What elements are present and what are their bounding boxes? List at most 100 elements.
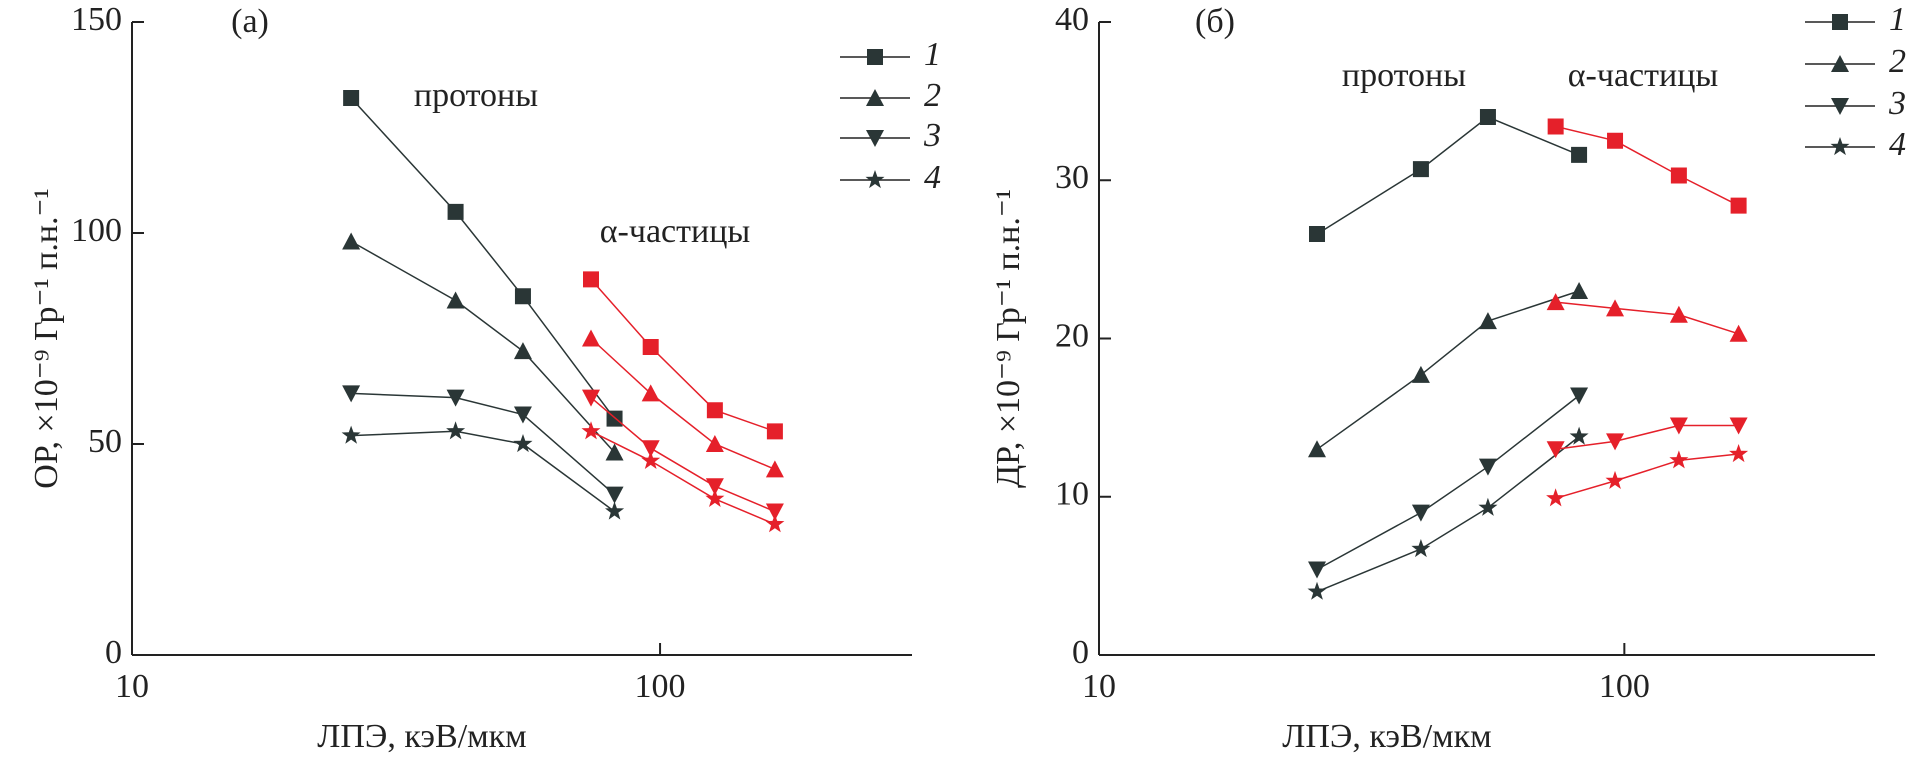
series-line xyxy=(1316,116,1580,235)
data-point xyxy=(1570,387,1589,405)
data-point xyxy=(1546,488,1566,507)
data-point xyxy=(1307,581,1327,600)
x-tick-label: 100 xyxy=(1599,668,1650,705)
data-point xyxy=(1309,226,1326,243)
series-line xyxy=(590,397,776,513)
data-point xyxy=(342,232,361,250)
series-line xyxy=(1555,453,1739,500)
data-point xyxy=(1570,282,1589,300)
x-tick-label: 10 xyxy=(115,668,149,705)
series-line xyxy=(350,240,616,453)
data-point xyxy=(1669,450,1689,469)
x-tick-label: 10 xyxy=(1082,668,1116,705)
data-point xyxy=(446,421,466,440)
legend-marker xyxy=(867,49,883,65)
data-point xyxy=(705,435,724,452)
y-tick-label: 20 xyxy=(1055,317,1089,354)
data-point xyxy=(765,514,785,533)
series-line xyxy=(590,337,776,470)
data-point xyxy=(1730,197,1747,214)
data-point xyxy=(513,342,532,360)
data-point xyxy=(641,440,660,458)
data-point xyxy=(1607,132,1624,149)
series-line xyxy=(1555,301,1739,335)
data-point xyxy=(1478,497,1498,516)
data-point xyxy=(705,488,725,507)
data-point xyxy=(513,434,533,453)
data-point xyxy=(446,389,465,407)
y-tick-label: 100 xyxy=(71,212,122,249)
data-point xyxy=(1569,426,1589,445)
y-tick-label: 50 xyxy=(88,423,122,460)
y-tick-label: 40 xyxy=(1055,1,1089,38)
group-label: протоны xyxy=(1342,57,1466,94)
data-point xyxy=(513,406,532,424)
legend-label: 3 xyxy=(1888,85,1906,122)
data-point xyxy=(446,291,465,309)
data-point xyxy=(1547,118,1564,135)
y-axis-label: ДР, ×10⁻⁹ Гр⁻¹ п.н.⁻¹ xyxy=(990,189,1027,488)
y-tick-label: 10 xyxy=(1055,476,1089,513)
data-point xyxy=(1479,108,1496,125)
legend-marker xyxy=(866,89,884,106)
data-point xyxy=(1308,440,1327,458)
series-line xyxy=(590,430,776,525)
series-line xyxy=(1316,290,1580,450)
legend-label: 1 xyxy=(924,36,941,73)
data-point xyxy=(765,503,784,521)
data-point xyxy=(766,423,783,440)
data-point xyxy=(514,288,531,305)
data-point xyxy=(642,338,659,355)
data-point xyxy=(1412,161,1429,178)
legend-marker xyxy=(1831,98,1849,115)
data-point xyxy=(641,450,661,469)
legend-label: 3 xyxy=(923,117,941,154)
y-tick-label: 0 xyxy=(1072,634,1089,671)
series-line xyxy=(351,392,615,496)
y-axis-label: ОР, ×10⁻⁹ Гр⁻¹ п.н.⁻¹ xyxy=(28,188,65,488)
panel-label: (б) xyxy=(1195,3,1235,40)
x-tick-label: 100 xyxy=(635,668,686,705)
series-line xyxy=(590,278,776,433)
series-line xyxy=(1555,424,1739,451)
data-point xyxy=(1411,539,1431,558)
y-tick-label: 30 xyxy=(1055,159,1089,196)
data-point xyxy=(582,389,601,407)
data-point xyxy=(1571,146,1588,163)
series-line xyxy=(350,97,616,420)
series-line xyxy=(1316,436,1580,593)
data-point xyxy=(1729,444,1749,463)
panel-label: (a) xyxy=(231,3,269,40)
data-point xyxy=(1478,312,1497,330)
legend-label: 4 xyxy=(1889,126,1906,163)
data-point xyxy=(706,402,723,419)
series-line xyxy=(351,430,615,513)
data-point xyxy=(1546,293,1565,311)
group-label: α-частицы xyxy=(600,213,751,250)
data-point xyxy=(765,460,784,478)
data-point xyxy=(582,329,601,347)
data-point xyxy=(343,89,360,106)
data-point xyxy=(705,478,724,496)
data-point xyxy=(641,384,660,402)
data-point xyxy=(1606,299,1625,317)
data-point xyxy=(1605,470,1625,489)
series-line xyxy=(1316,394,1580,571)
group-label: протоны xyxy=(414,77,538,114)
x-axis-label: ЛПЭ, кэВ/мкм xyxy=(1282,718,1491,755)
legend-marker xyxy=(1831,55,1849,72)
data-point xyxy=(1546,441,1565,459)
y-tick-label: 0 xyxy=(105,634,122,671)
data-point xyxy=(1669,305,1688,323)
data-point xyxy=(342,385,361,403)
data-point xyxy=(1308,561,1327,579)
group-label: α-частицы xyxy=(1568,57,1719,94)
data-point xyxy=(583,271,600,288)
data-point xyxy=(1669,417,1688,435)
data-point xyxy=(1670,167,1687,184)
data-point xyxy=(581,421,601,440)
x-axis-label: ЛПЭ, кэВ/мкм xyxy=(317,718,526,755)
y-tick-label: 150 xyxy=(71,1,122,38)
legend-marker xyxy=(866,130,884,147)
